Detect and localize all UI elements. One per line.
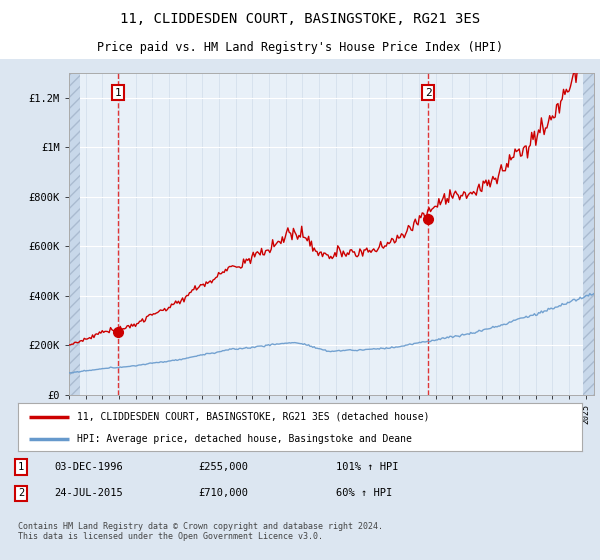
Text: 60% ↑ HPI: 60% ↑ HPI [336,488,392,498]
Bar [583,73,594,395]
Text: 1: 1 [18,462,24,472]
Text: £255,000: £255,000 [198,462,248,472]
Text: 11, CLIDDESDEN COURT, BASINGSTOKE, RG21 3ES: 11, CLIDDESDEN COURT, BASINGSTOKE, RG21 … [120,12,480,26]
Text: HPI: Average price, detached house, Basingstoke and Deane: HPI: Average price, detached house, Basi… [77,434,412,444]
Text: 1: 1 [114,88,121,97]
Text: 11, CLIDDESDEN COURT, BASINGSTOKE, RG21 3ES (detached house): 11, CLIDDESDEN COURT, BASINGSTOKE, RG21 … [77,412,430,422]
Text: 2: 2 [18,488,24,498]
Text: £710,000: £710,000 [198,488,248,498]
Bar [69,73,80,395]
Text: 24-JUL-2015: 24-JUL-2015 [54,488,123,498]
Text: 2: 2 [425,88,432,97]
Bar [583,73,594,395]
Bar [69,73,80,395]
Text: 101% ↑ HPI: 101% ↑ HPI [336,462,398,472]
Text: Contains HM Land Registry data © Crown copyright and database right 2024.
This d: Contains HM Land Registry data © Crown c… [18,522,383,542]
Text: Price paid vs. HM Land Registry's House Price Index (HPI): Price paid vs. HM Land Registry's House … [97,41,503,54]
Text: 03-DEC-1996: 03-DEC-1996 [54,462,123,472]
